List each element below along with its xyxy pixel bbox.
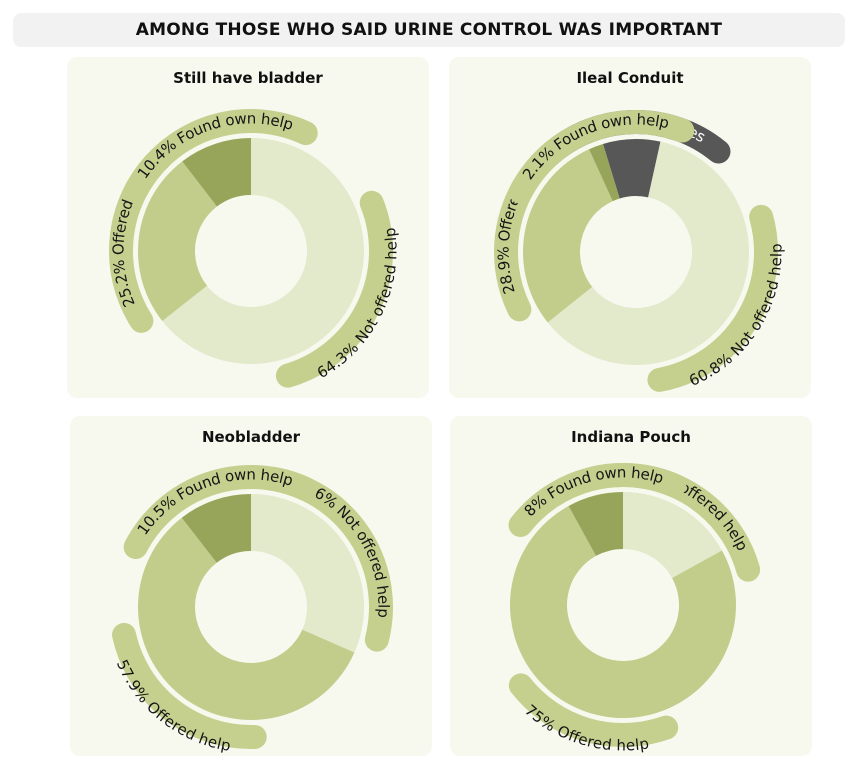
chart-title: Neobladder [201,428,301,446]
slice-offered-help [137,517,355,720]
slice-not-offered-help [623,492,723,579]
slices [137,494,364,720]
label-pill [112,622,267,749]
slice-not-offered-help [547,141,749,365]
slices [510,492,736,718]
slices [523,139,749,365]
label-pill [123,465,318,560]
chart-panel-ileal-conduit: Ileal Conduit 8.2% Leaking issues 60.8% N… [449,57,811,398]
slice-offered-help [510,505,736,718]
slice-not-offered-help [162,138,364,365]
slices [138,138,364,365]
chart-title: Ileal Conduit [576,69,684,87]
slice-found-own-help [568,492,623,556]
chart-panel-still-have-bladder: Still have bladder 64.3% Not offered hel… [67,57,429,398]
main-title-bar: AMONG THOSE WHO SAID URINE CONTROL WAS I… [13,13,845,47]
slice-not-offered-help [251,494,364,653]
chart-title: Indiana Pouch [571,428,691,446]
chart-title: Still have bladder [173,69,323,87]
label-pill [647,204,778,392]
label-pill [508,463,687,537]
slice-offered-help [138,161,217,322]
label-pill [508,673,679,747]
chart-panel-neobladder: Neobladder 31.6% Not offered help 57.9% O… [70,416,432,756]
label-pill [123,109,318,203]
slice-offered-help [523,149,613,323]
slice-found-own-help [181,494,251,563]
slice-found-own-help [182,138,251,207]
slice-leaking-issues [602,139,661,199]
main-title: AMONG THOSE WHO SAID URINE CONTROL WAS I… [135,20,723,40]
label-pill [275,190,393,388]
chart-panel-indiana-pouch: Indiana Pouch 17% Not offered help 75% Of… [450,416,812,756]
slice-found-own-help [589,143,620,202]
label-pill [508,110,695,204]
